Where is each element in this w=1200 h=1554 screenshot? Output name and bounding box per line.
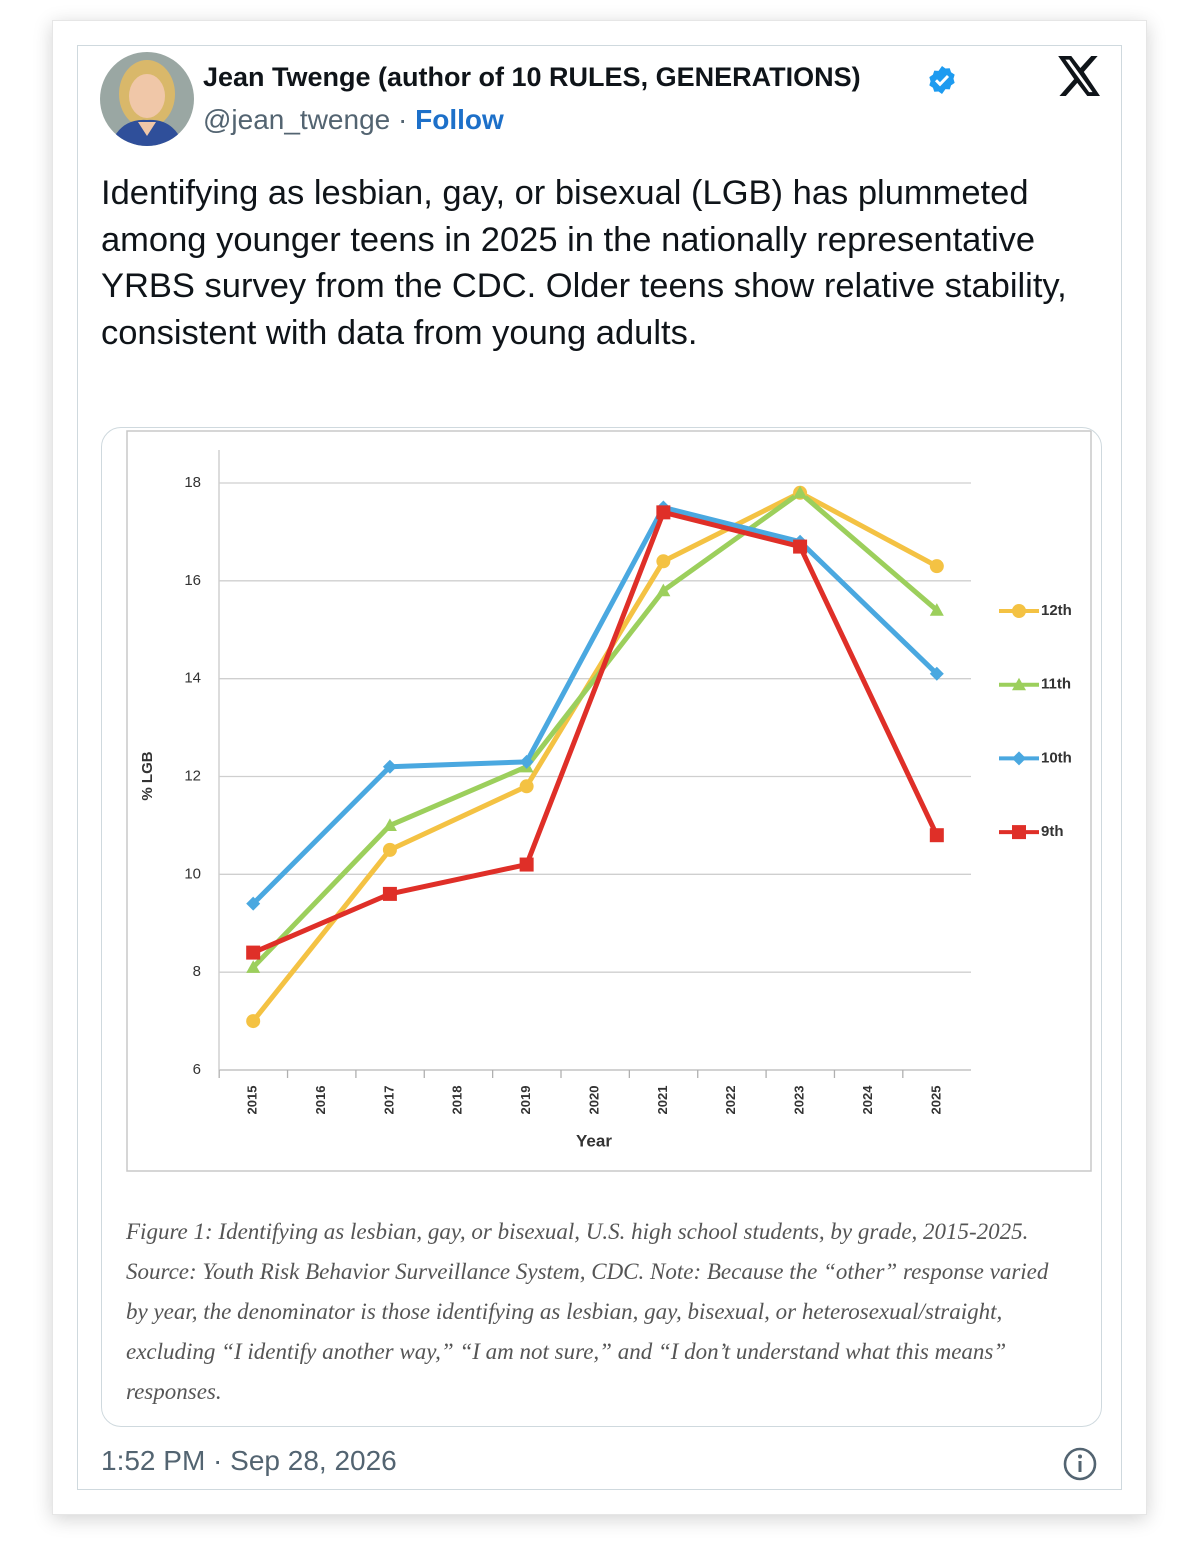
chart-frame <box>126 430 1092 1172</box>
series-line <box>252 509 940 955</box>
legend-marker <box>1012 751 1026 766</box>
figure-caption: Figure 1: Identifying as lesbian, gay, o… <box>126 1219 1049 1404</box>
series-line <box>251 504 939 906</box>
x-tick-label: 2022 <box>723 1086 738 1115</box>
x-logo[interactable] <box>1058 56 1102 96</box>
avatar[interactable] <box>100 52 194 146</box>
author-name[interactable]: Jean Twenge (author of 10 RULES, GENERAT… <box>203 62 861 92</box>
data-point <box>519 779 534 794</box>
y-tick-label: 10 <box>184 865 201 882</box>
y-tick-label: 12 <box>184 767 201 784</box>
data-point <box>382 818 397 832</box>
follow-button[interactable]: Follow <box>415 104 504 135</box>
separator: · <box>398 104 408 135</box>
legend-marker <box>1012 825 1026 840</box>
author-meta: @jean_twenge · Follow <box>203 104 504 136</box>
tweet-frame <box>77 45 1122 1490</box>
x-tick-label: 2023 <box>792 1086 807 1115</box>
x-tick-label: 2020 <box>586 1086 601 1115</box>
tweet-text: Identifying as lesbian, gay, or bisexual… <box>101 174 1067 352</box>
data-point <box>793 539 808 554</box>
y-tick-label: 14 <box>184 670 201 687</box>
data-point <box>246 896 261 911</box>
x-tick-label: 2018 <box>450 1086 465 1115</box>
series-line <box>251 490 939 970</box>
series-line <box>251 490 939 1023</box>
x-axis-label: Year <box>576 1131 612 1150</box>
x-tick-label: 2025 <box>928 1086 943 1115</box>
x-tick-label: 2019 <box>518 1086 533 1115</box>
data-point <box>382 842 397 857</box>
data-point <box>929 666 944 681</box>
data-point <box>519 857 534 872</box>
y-axis-label: % LGB <box>139 751 156 800</box>
y-tick-label: 8 <box>193 963 201 980</box>
x-tick-label: 2024 <box>860 1085 875 1115</box>
legend-marker <box>1012 604 1026 618</box>
legend-label: 11th <box>1041 676 1071 693</box>
x-tick-label: 2021 <box>655 1086 670 1115</box>
y-tick-label: 18 <box>184 474 201 491</box>
author-handle[interactable]: @jean_twenge <box>203 104 391 135</box>
legend-marker <box>1012 677 1026 691</box>
data-point <box>246 960 261 973</box>
media-card[interactable]: % LGB Year 6 8 10 12 14 16 18 2015 2016 2017 2018 2… <box>101 427 1102 1427</box>
data-point <box>929 828 944 843</box>
x-tick-label: 2016 <box>313 1086 328 1115</box>
legend-label: 10th <box>1041 749 1072 766</box>
data-point <box>519 754 534 769</box>
verified-badge <box>929 66 955 94</box>
data-point <box>246 1014 261 1029</box>
data-point <box>382 759 397 774</box>
data-point <box>382 886 397 901</box>
legend-label: 9th <box>1041 823 1064 840</box>
data-point <box>246 945 261 960</box>
chart: % LGB Year 6 8 10 12 14 16 18 2015 2016 2017 2018 2… <box>126 430 1092 1172</box>
x-tick-label: 2017 <box>381 1086 396 1115</box>
timestamp[interactable]: 1:52 PM · Sep 28, 2026 <box>101 1445 397 1476</box>
legend-label: 12th <box>1041 602 1072 619</box>
x-tick-label: 2015 <box>245 1086 260 1115</box>
y-tick-label: 16 <box>184 572 201 589</box>
data-point <box>929 603 944 616</box>
data-point <box>656 554 671 569</box>
data-point <box>929 559 944 574</box>
data-point <box>656 505 671 520</box>
data-point <box>793 485 808 499</box>
y-tick-label: 6 <box>193 1061 201 1078</box>
info-icon[interactable] <box>1062 1446 1098 1482</box>
data-point <box>656 583 671 597</box>
